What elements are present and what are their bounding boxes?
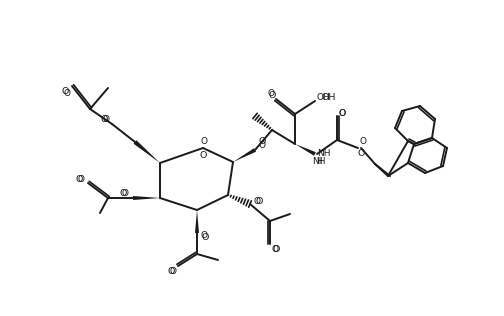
Text: O: O	[256, 198, 263, 206]
Text: O: O	[121, 189, 129, 198]
Text: O: O	[201, 233, 209, 241]
Text: O: O	[339, 108, 346, 118]
Polygon shape	[295, 144, 316, 156]
Polygon shape	[133, 196, 160, 200]
Text: OH: OH	[322, 94, 336, 102]
Text: O: O	[75, 174, 83, 184]
Text: O: O	[201, 232, 208, 240]
Polygon shape	[233, 148, 256, 162]
Text: O: O	[64, 88, 71, 98]
Text: O: O	[272, 245, 280, 253]
Text: O: O	[201, 137, 208, 145]
Text: O: O	[268, 89, 275, 99]
Text: O: O	[167, 266, 175, 276]
Text: H: H	[316, 156, 322, 166]
Polygon shape	[195, 210, 199, 233]
Polygon shape	[134, 140, 160, 163]
Text: O: O	[268, 92, 276, 100]
Text: O: O	[338, 108, 346, 118]
Text: OH: OH	[316, 94, 330, 102]
Text: O: O	[78, 175, 85, 185]
Text: O: O	[102, 114, 109, 124]
Text: O: O	[169, 266, 176, 276]
Text: O: O	[254, 197, 261, 205]
Text: O: O	[119, 190, 127, 198]
Text: O: O	[61, 88, 69, 96]
Text: O: O	[100, 114, 108, 124]
Text: O: O	[259, 141, 266, 149]
Text: O: O	[272, 245, 279, 253]
Text: NH: NH	[317, 149, 331, 157]
Text: O: O	[357, 149, 365, 157]
Text: O: O	[199, 150, 207, 160]
Text: O: O	[259, 137, 266, 145]
Text: O: O	[359, 137, 366, 147]
Text: NH: NH	[312, 156, 326, 166]
